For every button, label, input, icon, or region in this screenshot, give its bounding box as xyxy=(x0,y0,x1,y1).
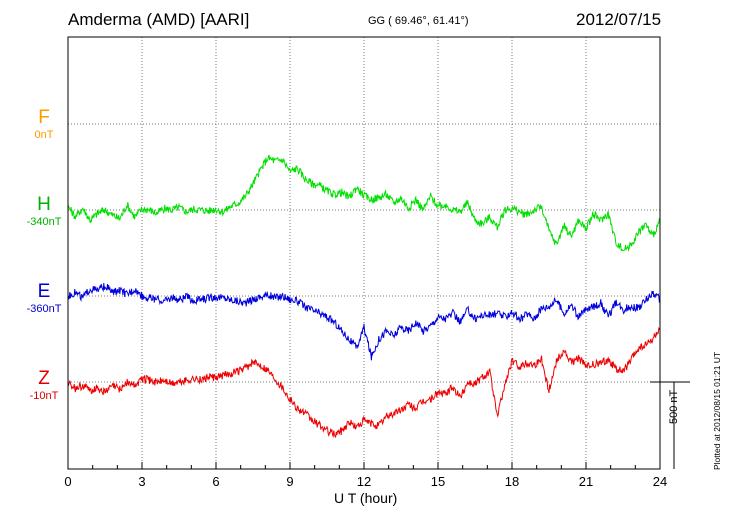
component-symbol: H xyxy=(37,194,51,215)
x-tick-label: 0 xyxy=(64,474,71,489)
x-tick-label: 12 xyxy=(357,474,371,489)
x-tick-label: 6 xyxy=(212,474,219,489)
x-tick-label: 9 xyxy=(286,474,293,489)
component-e-label: E -360nT xyxy=(16,282,72,316)
series-line-h xyxy=(67,154,661,252)
x-tick-label: 15 xyxy=(431,474,445,489)
axis-ticks: 0 3 6 9 12 15 18 21 24 xyxy=(64,462,667,489)
series-layer xyxy=(67,154,661,439)
series-line-z xyxy=(67,327,661,439)
plotted-timestamp: Plotted at 2012/08/15 01:21 UT xyxy=(712,351,722,470)
component-baseline: -360nT xyxy=(26,303,62,315)
component-f-label: F 0nT xyxy=(16,108,72,142)
grid-lines xyxy=(68,37,660,469)
component-h-label: H -340nT xyxy=(16,195,72,229)
station-coordinates: GG ( 69.46°, 61.41°) xyxy=(368,15,469,27)
scale-bar xyxy=(650,381,690,469)
x-tick-label: 24 xyxy=(653,474,667,489)
component-baseline: -10nT xyxy=(29,390,59,402)
component-symbol: Z xyxy=(38,368,50,389)
scale-label: 500 nT xyxy=(668,389,680,424)
series-line-e xyxy=(67,282,661,361)
component-z-label: Z -10nT xyxy=(16,369,72,403)
x-tick-label: 21 xyxy=(579,474,593,489)
x-axis-label: U T (hour) xyxy=(334,490,398,506)
component-baseline: 0nT xyxy=(34,129,54,141)
component-baseline: -340nT xyxy=(26,216,62,228)
x-tick-label: 18 xyxy=(505,474,519,489)
chart-title: Amderma (AMD) [AARI] xyxy=(68,10,250,29)
chart-date: 2012/07/15 xyxy=(576,10,662,29)
component-symbol: E xyxy=(37,281,51,302)
x-tick-label: 3 xyxy=(138,474,145,489)
component-symbol: F xyxy=(38,107,50,128)
